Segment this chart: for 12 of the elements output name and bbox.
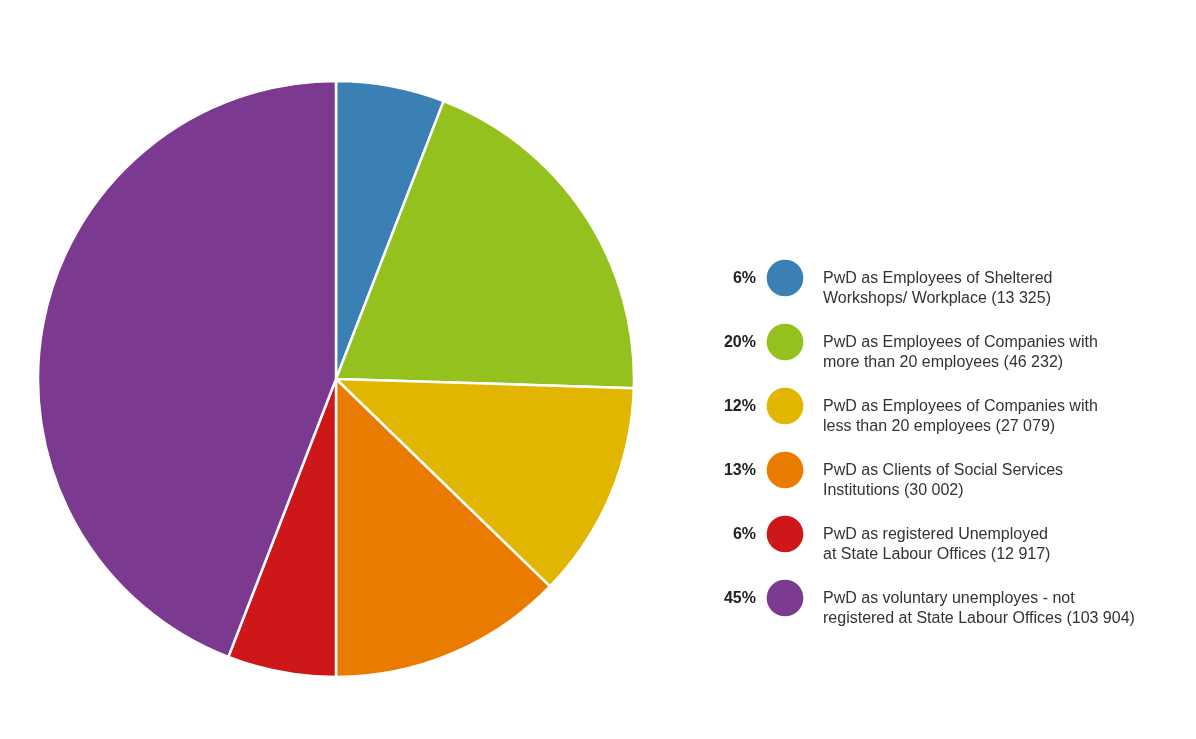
legend-label: PwD as Employees of Companies with less than 20 employees (27 079) [823,397,1098,434]
data-label: 6% [732,525,756,542]
legend-label: PwD as registered Unemployed at State Labour Offices (12 917) [823,525,1051,562]
data-label: 12% [723,397,756,414]
data-label: 6% [732,269,756,286]
data-label: 20% [723,333,756,350]
legend-label: PwD as Clients of Social Services Institutions (30 002) [823,461,1064,498]
legend-label: PwD as Employees of Companies with more than 20 employees (46 232) [823,333,1098,370]
legend-label: PwD as voluntary unemployes - not registered at State Labour Offices (103 904) [823,589,1135,626]
legend-label: PwD as Employees of Sheltered Workshops/ Workplace (13 325) [823,269,1053,306]
data-label: 13% [723,461,756,478]
data-label: 45% [723,589,756,606]
